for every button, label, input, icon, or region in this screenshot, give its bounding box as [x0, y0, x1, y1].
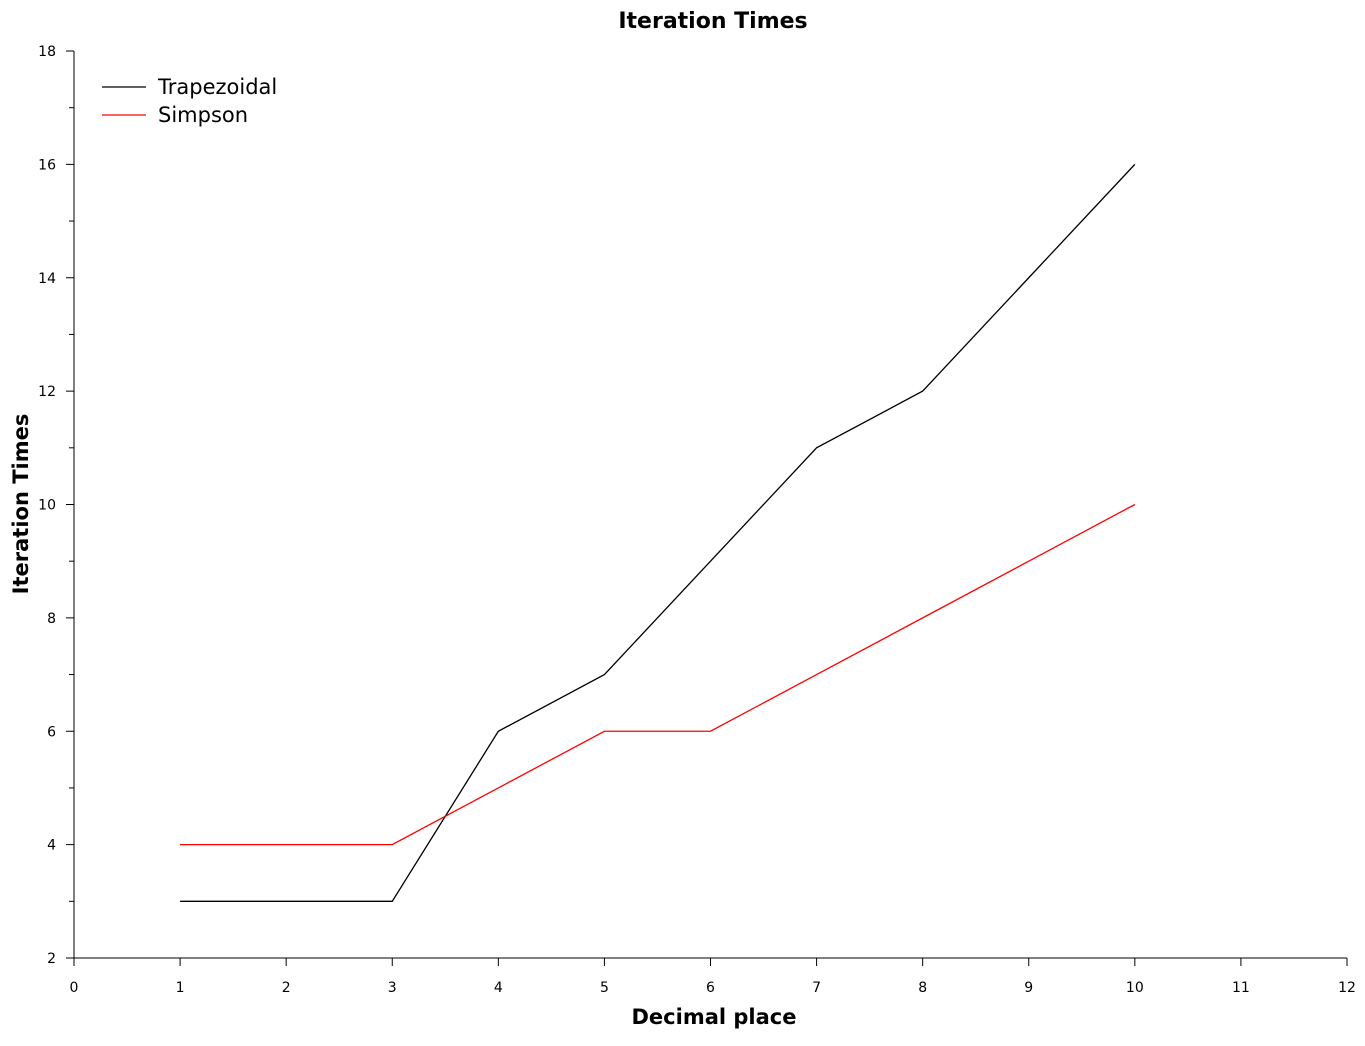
- series-lines: [180, 164, 1135, 901]
- x-tick-label: 3: [388, 980, 397, 996]
- y-axis-label: Iteration Times: [9, 414, 33, 595]
- x-tick-label: 10: [1126, 980, 1144, 996]
- x-tick-label: 7: [812, 980, 821, 996]
- x-tick-label: 8: [918, 980, 927, 996]
- chart-title: Iteration Times: [618, 9, 807, 34]
- y-tick-label: 12: [38, 384, 56, 400]
- y-tick-label: 16: [38, 157, 56, 173]
- y-tick-label: 6: [47, 724, 56, 740]
- y-tick-label: 14: [38, 271, 56, 287]
- x-axis-label: Decimal place: [632, 1005, 797, 1029]
- x-tick-label: 6: [706, 980, 715, 996]
- x-tick-label: 5: [600, 980, 609, 996]
- x-tick-label: 1: [176, 980, 185, 996]
- series-line-trapezoidal: [180, 164, 1135, 901]
- x-tick-label: 2: [282, 980, 291, 996]
- x-tick-label: 11: [1232, 980, 1250, 996]
- y-tick-label: 2: [47, 951, 56, 967]
- series-line-simpson: [180, 505, 1135, 845]
- x-tick-label: 4: [494, 980, 503, 996]
- legend: Trapezoidal Simpson: [102, 75, 277, 127]
- x-tick-label: 9: [1024, 980, 1033, 996]
- legend-label-simpson: Simpson: [158, 103, 248, 127]
- x-tick-label: 0: [70, 980, 79, 996]
- y-tick-label: 8: [47, 611, 56, 627]
- legend-label-trapezoidal: Trapezoidal: [157, 75, 277, 99]
- y-tick-label: 4: [47, 838, 56, 854]
- y-tick-label: 18: [38, 44, 56, 60]
- x-tick-label: 12: [1338, 980, 1356, 996]
- y-tick-label: 10: [38, 498, 56, 514]
